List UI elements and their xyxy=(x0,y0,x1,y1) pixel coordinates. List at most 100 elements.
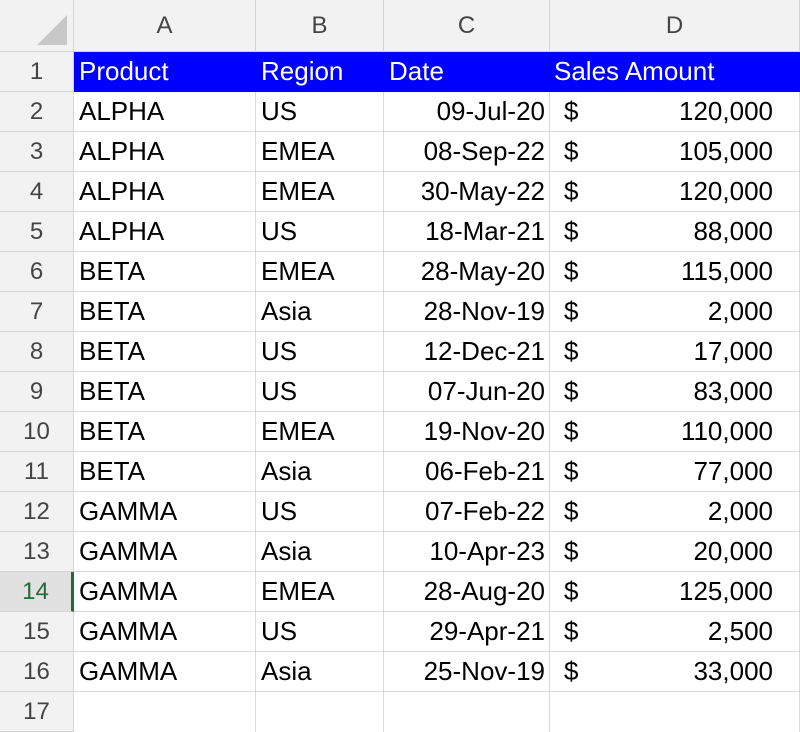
cell-region[interactable]: Asia xyxy=(256,452,384,492)
amount-value: 120,000 xyxy=(679,176,773,206)
cell-header-region[interactable]: Region xyxy=(256,52,384,92)
column-header-c[interactable]: C xyxy=(384,0,550,51)
cell-header-date[interactable]: Date xyxy=(384,52,550,92)
cell-product[interactable]: GAMMA xyxy=(74,652,256,692)
currency-symbol: $ xyxy=(564,136,579,166)
cell-sales-amount[interactable]: $17,000 xyxy=(550,332,800,372)
row-header[interactable]: 5 xyxy=(0,212,74,252)
row-header[interactable]: 7 xyxy=(0,292,74,332)
cell-sales-amount[interactable]: $2,000 xyxy=(550,492,800,532)
column-header-b[interactable]: B xyxy=(256,0,384,51)
cell-date[interactable]: 08-Sep-22 xyxy=(384,132,550,172)
cell-date[interactable]: 25-Nov-19 xyxy=(384,652,550,692)
cell-date[interactable]: 28-Nov-19 xyxy=(384,292,550,332)
cell-region[interactable]: US xyxy=(256,492,384,532)
cell-sales-amount[interactable]: $120,000 xyxy=(550,92,800,132)
table-row: ALPHA EMEA 08-Sep-22 $105,000 xyxy=(74,132,800,172)
row-header[interactable]: 2 xyxy=(0,92,74,132)
row-header[interactable]: 13 xyxy=(0,532,74,572)
row-header[interactable]: 8 xyxy=(0,332,74,372)
table-row: ALPHA US 18-Mar-21 $88,000 xyxy=(74,212,800,252)
cell-product[interactable]: BETA xyxy=(74,332,256,372)
cell-date[interactable]: 07-Feb-22 xyxy=(384,492,550,532)
cell-sales-amount[interactable]: $83,000 xyxy=(550,372,800,412)
cell-region[interactable]: EMEA xyxy=(256,252,384,292)
cell-region[interactable]: US xyxy=(256,212,384,252)
cell-product[interactable]: GAMMA xyxy=(74,572,256,612)
cell-date[interactable]: 28-May-20 xyxy=(384,252,550,292)
cell-product[interactable]: GAMMA xyxy=(74,532,256,572)
row-header[interactable]: 6 xyxy=(0,252,74,292)
cell-date[interactable]: 12-Dec-21 xyxy=(384,332,550,372)
cell-sales-amount[interactable]: $110,000 xyxy=(550,412,800,452)
cell-product[interactable]: ALPHA xyxy=(74,92,256,132)
row-header[interactable]: 16 xyxy=(0,652,74,692)
cell-region[interactable]: US xyxy=(256,612,384,652)
cell-product[interactable]: BETA xyxy=(74,252,256,292)
table-row: ALPHA US 09-Jul-20 $120,000 xyxy=(74,92,800,132)
cell-region[interactable]: Asia xyxy=(256,292,384,332)
cell-sales-amount[interactable]: $88,000 xyxy=(550,212,800,252)
currency-symbol: $ xyxy=(564,96,579,126)
cell-region[interactable]: US xyxy=(256,92,384,132)
cell-region[interactable]: EMEA xyxy=(256,132,384,172)
cell-product[interactable]: GAMMA xyxy=(74,492,256,532)
cell-product[interactable]: GAMMA xyxy=(74,612,256,652)
cell-region[interactable]: US xyxy=(256,372,384,412)
cell-sales-amount[interactable]: $120,000 xyxy=(550,172,800,212)
cell-date[interactable]: 28-Aug-20 xyxy=(384,572,550,612)
cell-date[interactable]: 07-Jun-20 xyxy=(384,372,550,412)
cell-date[interactable]: 29-Apr-21 xyxy=(384,612,550,652)
cell-date[interactable]: 10-Apr-23 xyxy=(384,532,550,572)
cell-product[interactable]: ALPHA xyxy=(74,132,256,172)
cell-sales-amount[interactable]: $125,000 xyxy=(550,572,800,612)
cell-product[interactable]: BETA xyxy=(74,372,256,412)
cell-region[interactable]: EMEA xyxy=(256,572,384,612)
select-all-button[interactable] xyxy=(0,0,74,52)
row-header[interactable]: 17 xyxy=(0,692,74,732)
row-header[interactable]: 10 xyxy=(0,412,74,452)
cell-sales-amount[interactable]: $33,000 xyxy=(550,652,800,692)
row-header[interactable]: 4 xyxy=(0,172,74,212)
cell-product[interactable]: ALPHA xyxy=(74,172,256,212)
cell-grid: Product Region Date Sales Amount ALPHA US… xyxy=(74,52,800,732)
cell-product[interactable]: BETA xyxy=(74,452,256,492)
cell-header-sales-amount[interactable]: Sales Amount xyxy=(550,52,800,92)
cell-date[interactable]: 19-Nov-20 xyxy=(384,412,550,452)
cell-sales-amount[interactable]: $2,500 xyxy=(550,612,800,652)
row-header[interactable]: 14 xyxy=(0,572,74,612)
row-header[interactable]: 3 xyxy=(0,132,74,172)
cell-region[interactable]: Asia xyxy=(256,532,384,572)
cell-region[interactable]: EMEA xyxy=(256,412,384,452)
cell-empty[interactable] xyxy=(74,692,256,732)
cell-sales-amount[interactable]: $20,000 xyxy=(550,532,800,572)
cell-header-product[interactable]: Product xyxy=(74,52,256,92)
cell-date[interactable]: 06-Feb-21 xyxy=(384,452,550,492)
row-header[interactable]: 9 xyxy=(0,372,74,412)
cell-product[interactable]: ALPHA xyxy=(74,212,256,252)
column-header-d[interactable]: D xyxy=(550,0,800,51)
row-header[interactable]: 1 xyxy=(0,52,74,92)
cell-region[interactable]: EMEA xyxy=(256,172,384,212)
row-header[interactable]: 15 xyxy=(0,612,74,652)
row-header[interactable]: 12 xyxy=(0,492,74,532)
cell-empty[interactable] xyxy=(256,692,384,732)
cell-region[interactable]: US xyxy=(256,332,384,372)
cell-empty[interactable] xyxy=(550,692,800,732)
cell-product[interactable]: BETA xyxy=(74,412,256,452)
cell-region[interactable]: Asia xyxy=(256,652,384,692)
amount-value: 2,000 xyxy=(707,496,773,526)
cell-sales-amount[interactable]: $105,000 xyxy=(550,132,800,172)
cell-product[interactable]: BETA xyxy=(74,292,256,332)
cell-sales-amount[interactable]: $2,000 xyxy=(550,292,800,332)
cell-date[interactable]: 09-Jul-20 xyxy=(384,92,550,132)
cell-date[interactable]: 30-May-22 xyxy=(384,172,550,212)
row-header[interactable]: 11 xyxy=(0,452,74,492)
cell-empty[interactable] xyxy=(384,692,550,732)
cell-sales-amount[interactable]: $77,000 xyxy=(550,452,800,492)
cell-sales-amount[interactable]: $115,000 xyxy=(550,252,800,292)
column-header-a[interactable]: A xyxy=(74,0,256,51)
cell-date[interactable]: 18-Mar-21 xyxy=(384,212,550,252)
amount-value: 115,000 xyxy=(680,256,773,286)
